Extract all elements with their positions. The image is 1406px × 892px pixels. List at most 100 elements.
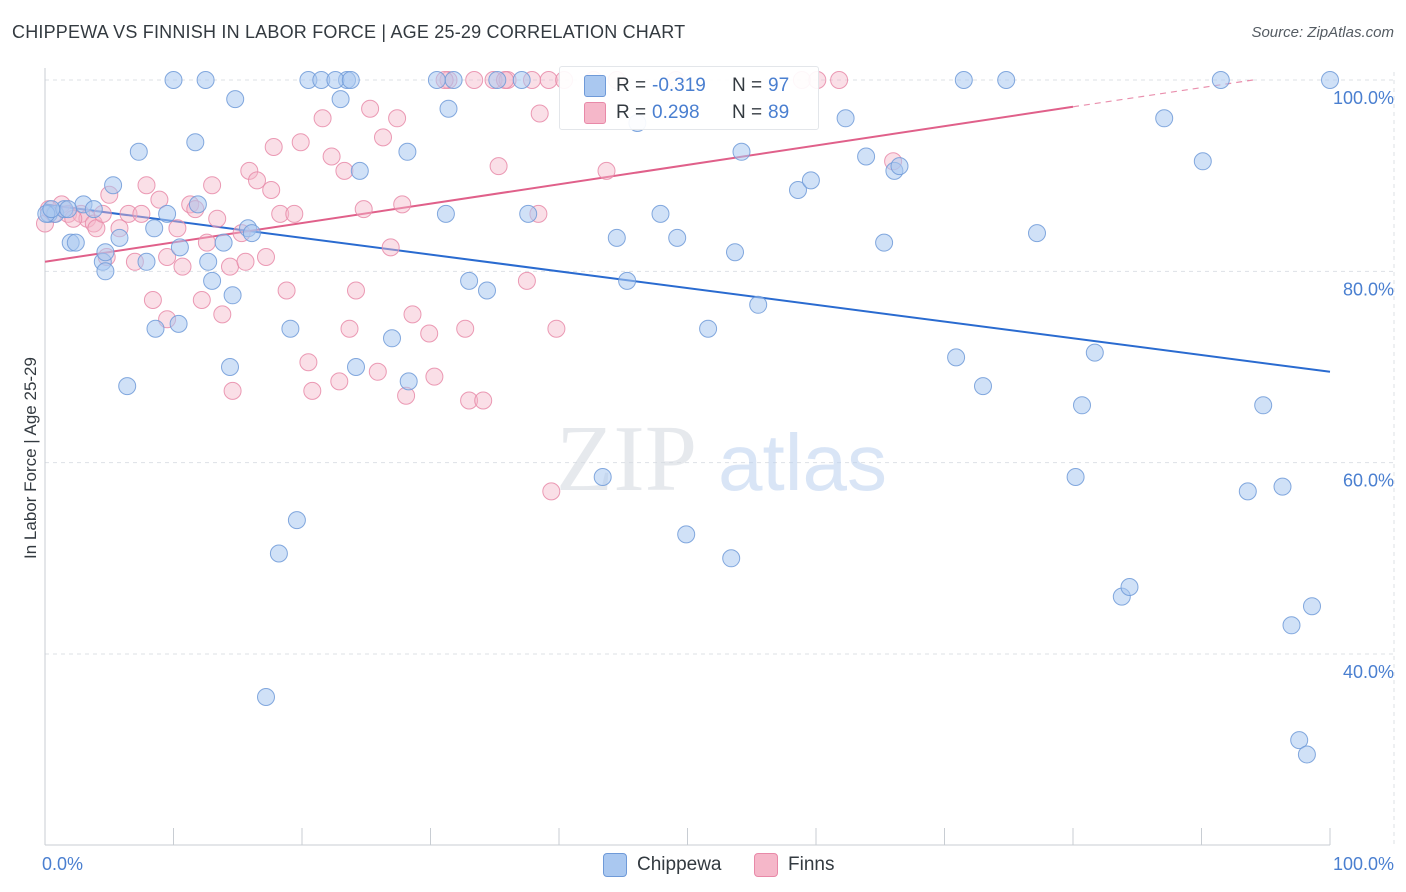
chippewa-point: [1211, 71, 1230, 89]
finns-point: [213, 305, 232, 324]
chippewa-point: [875, 233, 894, 252]
chippewa-point: [158, 204, 177, 223]
finns-legend-swatch: [754, 853, 778, 877]
chippewa-point: [1238, 482, 1257, 501]
finns-point: [381, 238, 400, 257]
chippewa-point: [1085, 343, 1104, 362]
y-tick-label: 100.0%: [1333, 88, 1394, 108]
finns-point: [460, 391, 479, 410]
chippewa-point: [137, 252, 156, 271]
chippewa-point: [221, 358, 239, 376]
finns-point: [597, 161, 616, 180]
chippewa-point: [1193, 152, 1212, 171]
finns-point: [208, 209, 227, 228]
finns-point: [221, 257, 239, 276]
chippewa-point: [1120, 578, 1139, 596]
chippewa-point: [84, 200, 103, 219]
finns-trend-extension: [1072, 79, 1253, 108]
chippewa-point: [326, 71, 345, 89]
chippewa-point: [110, 228, 129, 247]
chippewa-point: [651, 204, 670, 223]
chippewa-legend-swatch: [603, 853, 627, 877]
finns-point: [368, 362, 387, 381]
chippewa-point: [383, 329, 401, 348]
r-label: R =: [616, 75, 647, 96]
chippewa-point: [997, 71, 1016, 89]
chippewa-point: [890, 157, 909, 176]
chippewa-swatch: [584, 75, 606, 97]
finns-point: [361, 99, 380, 118]
n-label: N =: [732, 102, 763, 123]
correlation-legend: R = -0.319 N = 97 R = 0.298 N = 89: [559, 66, 819, 130]
finns-point: [236, 252, 255, 271]
tick-labels: 0.0% 100.0% 40.0% 60.0% 80.0% 100.0%: [42, 88, 1394, 874]
finns-point: [374, 128, 392, 147]
n-label: N =: [732, 75, 763, 96]
chippewa-point: [196, 71, 215, 89]
chippewa-point: [341, 71, 360, 89]
chippewa-point: [104, 176, 123, 195]
finns-trend-line: [44, 105, 1074, 263]
chippewa-point: [857, 147, 876, 166]
finns-point: [517, 271, 536, 290]
finns-point: [285, 204, 304, 223]
chippewa-point: [169, 314, 188, 333]
chippewa-point: [789, 181, 807, 199]
finns-point: [539, 71, 558, 89]
r-value-chippewa: -0.319: [652, 75, 706, 96]
chippewa-point: [439, 99, 458, 118]
x-tick-label: 100.0%: [1333, 854, 1394, 874]
chippewa-point: [96, 243, 115, 262]
chippewa-point: [59, 200, 78, 219]
finns-point: [291, 133, 310, 152]
chippewa-point: [836, 109, 855, 128]
finns-point: [299, 353, 318, 372]
finns-point: [420, 324, 439, 343]
chippewa-point: [118, 377, 137, 396]
finns-point: [465, 71, 484, 89]
chippewa-point: [699, 319, 718, 338]
chippewa-point: [618, 271, 637, 290]
chippewa-point: [974, 377, 992, 396]
chippewa-point: [801, 171, 820, 190]
chippewa-point: [1028, 224, 1046, 243]
finns-point: [132, 204, 151, 223]
finns-point: [150, 190, 169, 209]
finns-point: [425, 367, 444, 386]
finns-point: [322, 147, 341, 166]
chippewa-point: [257, 688, 275, 706]
chippewa-point: [226, 90, 245, 109]
n-value-chippewa: 97: [768, 75, 790, 96]
chart-title: CHIPPEWA VS FINNISH IN LABOR FORCE | AGE…: [12, 22, 686, 42]
chippewa-point: [732, 142, 751, 161]
chippewa-point: [1155, 109, 1174, 128]
finns-point: [403, 305, 422, 324]
watermark-zip: ZIP: [556, 407, 697, 511]
chippewa-point: [436, 204, 455, 223]
finns-point: [173, 257, 192, 276]
chippewa-point: [668, 228, 687, 247]
finns-point: [340, 319, 359, 338]
finns-point: [474, 391, 493, 410]
chippewa-point: [170, 238, 189, 257]
chippewa-point: [203, 271, 222, 290]
chippewa-point: [1297, 745, 1316, 764]
finns-point: [168, 219, 187, 238]
chippewa-point: [607, 228, 626, 247]
legend-item-chippewa: Chippewa: [603, 851, 722, 879]
r-label: R =: [616, 102, 647, 123]
chippewa-point: [512, 71, 531, 89]
finns-point: [262, 181, 281, 199]
finns-point: [388, 109, 407, 128]
chippewa-point: [519, 204, 538, 223]
chippewa-point: [1282, 616, 1301, 635]
chippewa-point: [954, 71, 973, 89]
y-tick-label: 80.0%: [1343, 279, 1394, 299]
finns-point: [240, 161, 259, 180]
finns-point: [277, 281, 296, 300]
finns-point: [542, 482, 561, 501]
chippewa-point: [488, 71, 507, 89]
chippewa-point: [726, 243, 744, 262]
chippewa-point: [1290, 731, 1309, 750]
